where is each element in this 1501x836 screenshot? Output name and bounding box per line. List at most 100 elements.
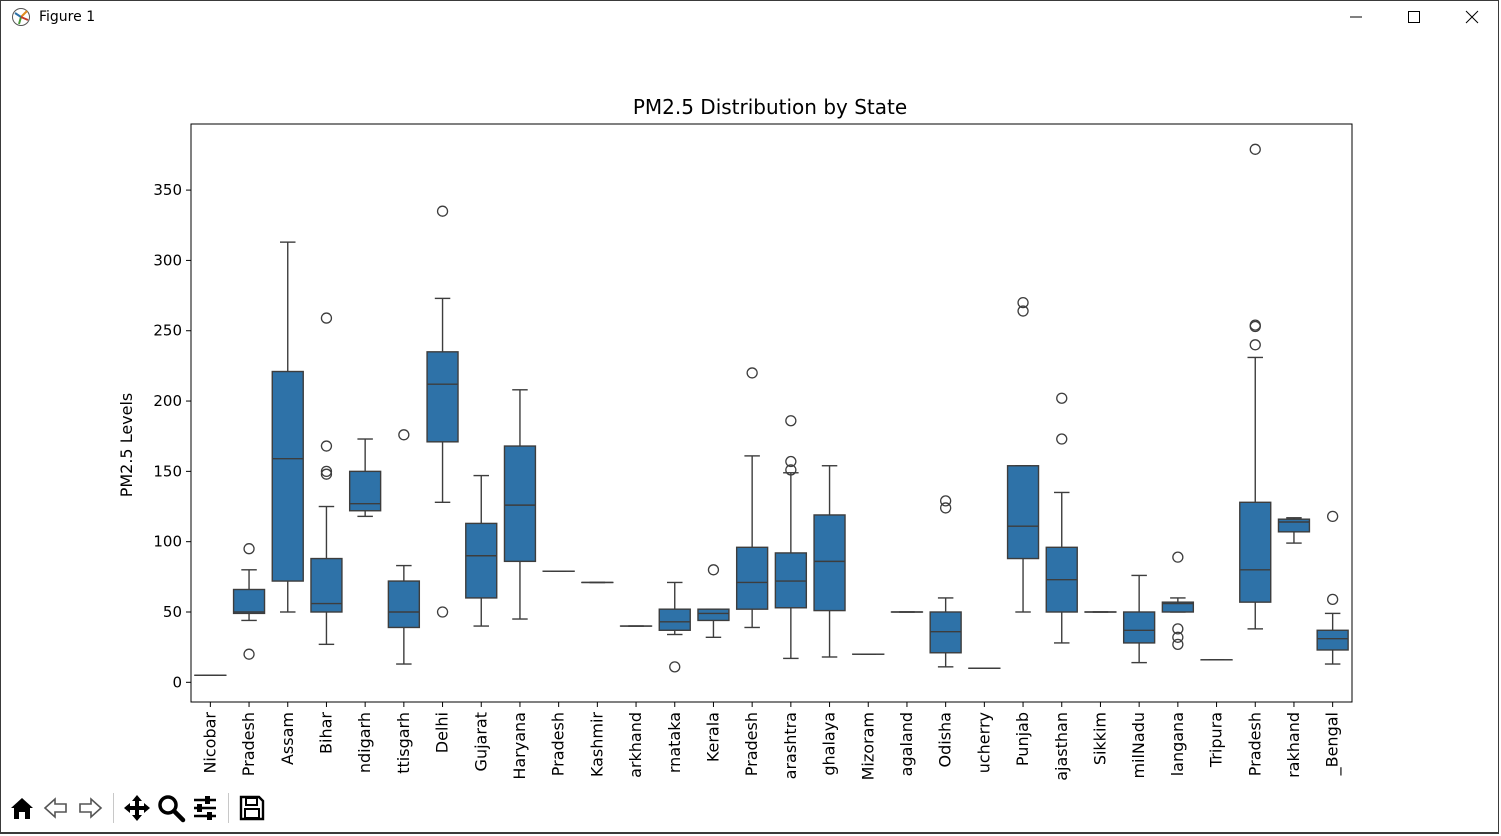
outlier-point	[1172, 638, 1184, 650]
x-tick-label: Assam	[278, 712, 297, 765]
box-body	[697, 608, 730, 622]
outlier-point	[746, 367, 758, 379]
outlier-point	[940, 495, 952, 507]
box-2	[271, 241, 304, 613]
window-title: Figure 1	[39, 8, 96, 25]
outlier-point	[1056, 392, 1068, 404]
box-body	[465, 522, 498, 599]
back-icon	[43, 797, 67, 819]
x-tick-label: Pradesh	[239, 712, 258, 776]
outlier-point	[320, 440, 333, 452]
x-tick-label: milNadu	[1129, 712, 1148, 779]
outlier-point	[785, 415, 797, 427]
box-8	[503, 389, 537, 620]
x-tick-label: rakhand	[1284, 712, 1303, 778]
box-6	[426, 205, 459, 618]
x-tick-label: Gujarat	[471, 712, 490, 771]
outlier-point	[785, 464, 797, 476]
home-button[interactable]	[5, 790, 39, 826]
x-tick-label: ucherry	[974, 712, 993, 773]
x-tick-label: ghalaya	[820, 712, 839, 776]
x-tick-label: Bihar	[316, 712, 335, 754]
outlier-point	[1056, 433, 1068, 445]
forward-button[interactable]	[73, 790, 107, 826]
outlier-point	[1172, 631, 1184, 643]
y-tick-label: 250	[153, 322, 182, 340]
outlier-point	[1017, 296, 1029, 309]
x-tick-label: Kashmir	[587, 712, 606, 778]
maximize-button[interactable]	[1385, 1, 1443, 32]
x-tick-label: ajasthan	[1052, 712, 1071, 781]
box-5	[387, 429, 421, 665]
box-body	[1277, 518, 1311, 533]
x-tick-label: rnataka	[665, 712, 684, 773]
pan-button[interactable]	[120, 790, 154, 826]
outlier-point	[436, 606, 449, 618]
figure-canvas[interactable]: PM2.5 Distribution by State PM2.5 Levels…	[0, 32, 1501, 784]
configure-subplots-icon	[194, 796, 216, 820]
x-tick-label: agaland	[897, 712, 916, 776]
outlier-point	[243, 648, 255, 660]
box-7	[465, 474, 498, 627]
close-button[interactable]	[1443, 1, 1501, 32]
outlier-point	[940, 502, 952, 514]
configure-subplots-button[interactable]	[188, 790, 222, 826]
x-tick-label: arashtra	[781, 712, 800, 779]
box-25	[1161, 551, 1195, 650]
save-icon	[239, 795, 265, 821]
y-tick-label: 0	[172, 673, 182, 691]
x-tick-label: Nicobar	[200, 712, 219, 774]
outlier-point	[320, 312, 333, 324]
box-22	[1045, 392, 1078, 644]
box-body	[774, 552, 808, 609]
title-bar[interactable]: Figure 1	[1, 1, 1498, 32]
box-body	[1006, 465, 1040, 560]
y-tick-label: 300	[153, 251, 182, 269]
box-body	[503, 445, 537, 563]
y-tick-label: 50	[163, 603, 182, 621]
box-13	[697, 564, 730, 639]
forward-icon	[79, 797, 103, 819]
outlier-point	[1249, 320, 1261, 333]
minimize-button[interactable]	[1327, 1, 1385, 32]
x-tick-label: Tripura	[1207, 712, 1226, 768]
box-series	[194, 143, 1349, 676]
box-body	[426, 351, 459, 443]
back-button[interactable]	[39, 790, 73, 826]
box-16	[813, 465, 846, 658]
x-tick-label: ndigarh	[355, 712, 374, 773]
home-icon	[11, 798, 33, 819]
x-tick-label: Pradesh	[549, 712, 568, 776]
box-body	[348, 470, 382, 512]
toolbar	[1, 784, 1498, 832]
box-28	[1277, 517, 1311, 544]
box-29	[1316, 510, 1349, 665]
box-body	[1161, 601, 1195, 613]
save-button[interactable]	[235, 790, 269, 826]
box-body	[735, 546, 769, 610]
box-12	[658, 581, 691, 673]
close-icon	[1465, 10, 1479, 23]
box-body	[271, 370, 304, 582]
zoom-button[interactable]	[154, 790, 188, 826]
box-body	[813, 514, 846, 612]
box-15	[774, 415, 808, 660]
toolbar-separator	[113, 793, 114, 823]
boxplot-chart: PM2.5 Distribution by State PM2.5 Levels…	[117, 95, 1353, 781]
outlier-point	[436, 205, 449, 217]
outlier-point	[1172, 623, 1184, 635]
outlier-point	[1249, 339, 1261, 351]
box-27	[1239, 143, 1272, 630]
axes-frame	[190, 123, 1353, 703]
outlier-point	[243, 543, 255, 555]
outlier-point	[320, 468, 333, 480]
outlier-point	[1017, 305, 1029, 317]
box-3	[310, 312, 343, 646]
box-body	[387, 580, 421, 629]
toolbar-separator	[228, 793, 229, 823]
x-tick-label: ttisgarh	[394, 712, 413, 774]
box-body	[1122, 611, 1156, 644]
x-tick-label: Haryana	[510, 712, 529, 780]
x-tick-label: langana	[1168, 712, 1187, 776]
